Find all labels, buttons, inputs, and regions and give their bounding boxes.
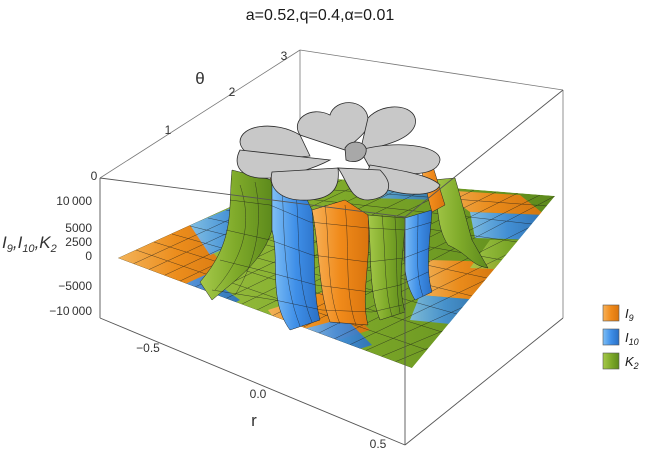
- legend-swatch-k2: [602, 352, 620, 370]
- legend-swatch-i10: [602, 328, 620, 346]
- theta-tick-label: 2: [229, 85, 236, 99]
- chart-title: a=0.52,q=0.4,α=0.01: [246, 7, 395, 24]
- surface-peaks: [199, 147, 489, 331]
- z-title-i9-sub: 9: [7, 243, 13, 255]
- theta-axis-title: θ: [195, 69, 204, 88]
- clipped-cap: [236, 102, 441, 201]
- z-axis-title: I9,I10,K2: [2, 233, 57, 255]
- z-tick-label: 2500: [65, 235, 92, 249]
- legend-swatch-i9: [602, 304, 620, 322]
- legend-label-k2: K2: [625, 354, 639, 371]
- legend-label-i10: I10: [625, 330, 639, 347]
- legend-label-i9: I9: [625, 306, 634, 323]
- z-title-i9-base: I: [2, 233, 7, 252]
- r-tick-label: 0.0: [250, 387, 267, 401]
- z-tick-label: 5000: [65, 221, 92, 235]
- theta-tick-label: 3: [281, 49, 288, 63]
- r-tick-label: −0.5: [136, 341, 160, 355]
- r-tick-label: 0.5: [370, 437, 387, 451]
- r-axis-title: r: [251, 411, 257, 430]
- theta-axis: 0 1 2 3 θ: [91, 49, 288, 183]
- bounding-box-back: [99, 49, 564, 318]
- z-tick-label: 10 000: [56, 194, 92, 208]
- bounding-box-front: [99, 89, 564, 446]
- z-tick-label: −10 000: [49, 304, 92, 318]
- z-axis: 10 000 5000 2500 0 −5000 −10 000 I9,I10,…: [2, 194, 92, 318]
- z-tick-label: 0: [85, 249, 92, 263]
- r-axis: −0.5 0.0 0.5 r: [136, 341, 387, 451]
- legend: I9 I10 K2: [602, 304, 639, 371]
- z-tick-label: −5000: [58, 279, 92, 293]
- theta-tick-label: 1: [165, 123, 172, 137]
- theta-tick-label: 0: [91, 169, 98, 183]
